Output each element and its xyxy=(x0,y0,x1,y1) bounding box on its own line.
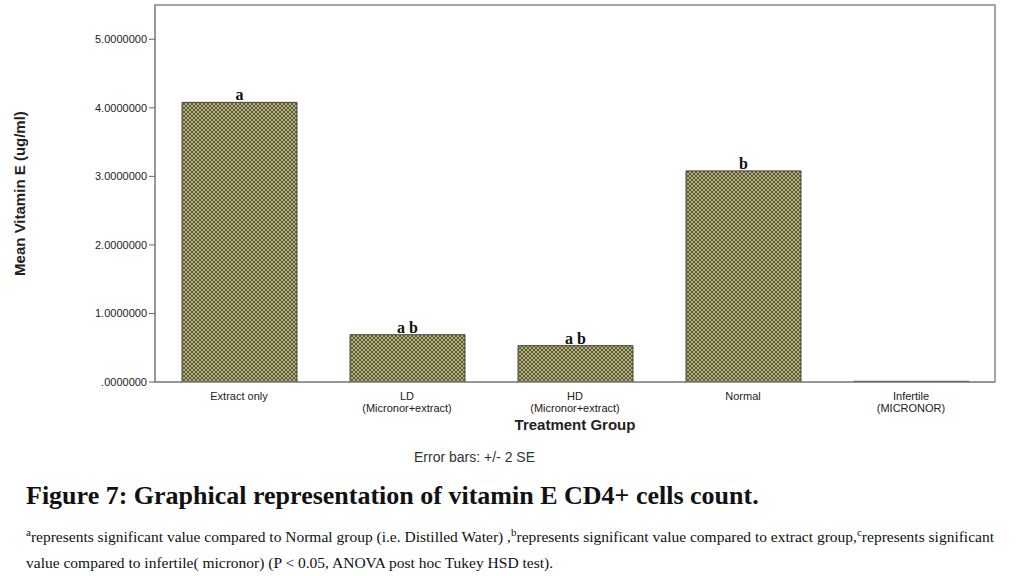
svg-text:Infertile(MICRONOR): Infertile(MICRONOR) xyxy=(877,390,945,414)
svg-text:Treatment Group: Treatment Group xyxy=(515,416,636,433)
svg-text:HD(Micronor+extract): HD(Micronor+extract) xyxy=(530,390,620,414)
svg-text:b: b xyxy=(739,155,748,172)
svg-text:5.0000000: 5.0000000 xyxy=(95,33,147,45)
svg-text:.0000000: .0000000 xyxy=(101,376,147,388)
svg-text:a b: a b xyxy=(397,319,418,336)
svg-text:LD(Micronor+extract): LD(Micronor+extract) xyxy=(362,390,452,414)
html-text:Error bars: +/- 2 SE: Error bars: +/- 2 SE xyxy=(414,449,535,465)
html-text:Figure 7: Graphical representa: Figure 7: Graphical representation of vi… xyxy=(26,481,759,510)
svg-text:Mean Vitamin E (ug/ml): Mean Vitamin E (ug/ml) xyxy=(11,111,28,276)
svg-text:Normal: Normal xyxy=(725,390,760,402)
svg-text:a: a xyxy=(236,86,244,103)
html-text:arepresents significant value: arepresents significant value compared t… xyxy=(26,526,994,572)
svg-text:Extract only: Extract only xyxy=(210,390,268,402)
svg-text:1.0000000: 1.0000000 xyxy=(95,307,147,319)
svg-text:4.0000000: 4.0000000 xyxy=(95,102,147,114)
svg-text:a b: a b xyxy=(565,330,586,347)
svg-text:3.0000000: 3.0000000 xyxy=(95,170,147,182)
svg-text:2.0000000: 2.0000000 xyxy=(95,239,147,251)
